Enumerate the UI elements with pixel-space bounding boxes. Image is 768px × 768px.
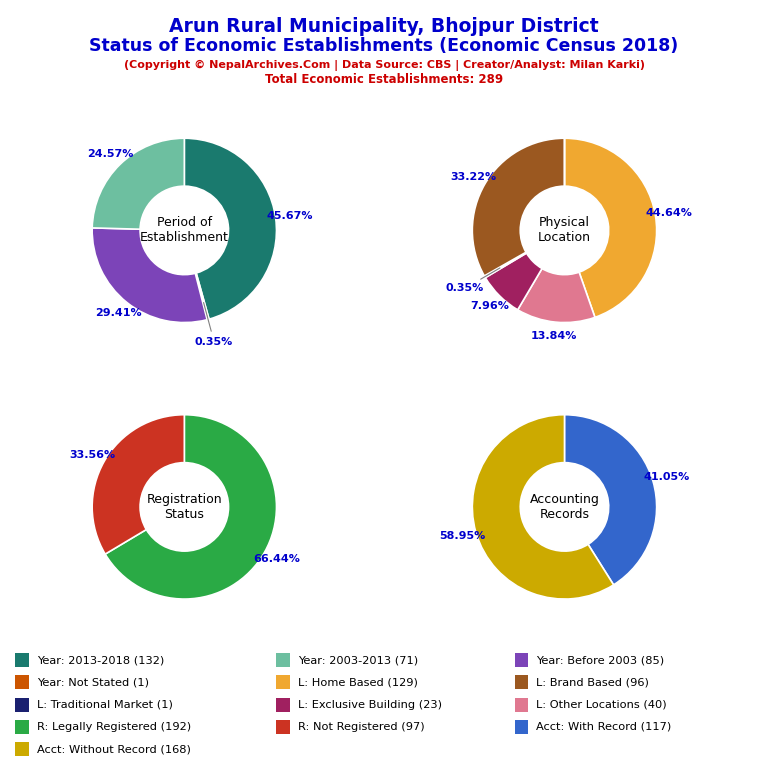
Wedge shape	[92, 415, 184, 554]
Wedge shape	[184, 138, 276, 319]
Text: 0.35%: 0.35%	[445, 268, 500, 293]
Wedge shape	[195, 273, 209, 319]
Text: 66.44%: 66.44%	[253, 554, 300, 564]
Text: 7.96%: 7.96%	[470, 300, 509, 310]
Wedge shape	[92, 138, 184, 229]
Wedge shape	[472, 415, 614, 599]
Wedge shape	[564, 415, 657, 585]
Text: 29.41%: 29.41%	[95, 308, 141, 318]
Text: L: Other Locations (40): L: Other Locations (40)	[536, 700, 667, 710]
Text: Acct: With Record (117): Acct: With Record (117)	[536, 722, 671, 732]
Text: Year: 2013-2018 (132): Year: 2013-2018 (132)	[37, 655, 164, 665]
Text: Status of Economic Establishments (Economic Census 2018): Status of Economic Establishments (Econo…	[89, 37, 679, 55]
Text: L: Brand Based (96): L: Brand Based (96)	[536, 677, 649, 687]
Text: 44.64%: 44.64%	[646, 207, 693, 217]
Text: 0.35%: 0.35%	[195, 303, 233, 346]
Text: Acct: Without Record (168): Acct: Without Record (168)	[37, 744, 190, 754]
Wedge shape	[518, 269, 595, 323]
Text: 41.05%: 41.05%	[643, 472, 690, 482]
Text: 24.57%: 24.57%	[88, 150, 134, 160]
Text: Year: 2003-2013 (71): Year: 2003-2013 (71)	[298, 655, 418, 665]
Text: R: Legally Registered (192): R: Legally Registered (192)	[37, 722, 191, 732]
Text: (Copyright © NepalArchives.Com | Data Source: CBS | Creator/Analyst: Milan Karki: (Copyright © NepalArchives.Com | Data So…	[124, 60, 644, 71]
Text: Accounting
Records: Accounting Records	[530, 493, 599, 521]
Text: 13.84%: 13.84%	[531, 331, 578, 341]
Wedge shape	[472, 138, 564, 276]
Wedge shape	[105, 415, 276, 599]
Text: L: Exclusive Building (23): L: Exclusive Building (23)	[298, 700, 442, 710]
Wedge shape	[485, 252, 527, 277]
Text: Physical
Location: Physical Location	[538, 217, 591, 244]
Text: R: Not Registered (97): R: Not Registered (97)	[298, 722, 425, 732]
Text: Year: Not Stated (1): Year: Not Stated (1)	[37, 677, 149, 687]
Wedge shape	[564, 138, 657, 317]
Wedge shape	[92, 228, 207, 323]
Text: Arun Rural Municipality, Bhojpur District: Arun Rural Municipality, Bhojpur Distric…	[169, 17, 599, 36]
Wedge shape	[485, 253, 542, 310]
Text: Year: Before 2003 (85): Year: Before 2003 (85)	[536, 655, 664, 665]
Text: Registration
Status: Registration Status	[147, 493, 222, 521]
Text: 58.95%: 58.95%	[439, 531, 486, 541]
Text: L: Home Based (129): L: Home Based (129)	[298, 677, 418, 687]
Text: 45.67%: 45.67%	[266, 211, 313, 221]
Text: 33.56%: 33.56%	[69, 449, 115, 459]
Text: 33.22%: 33.22%	[450, 172, 496, 182]
Text: Period of
Establishment: Period of Establishment	[140, 217, 229, 244]
Text: L: Traditional Market (1): L: Traditional Market (1)	[37, 700, 173, 710]
Text: Total Economic Establishments: 289: Total Economic Establishments: 289	[265, 73, 503, 86]
